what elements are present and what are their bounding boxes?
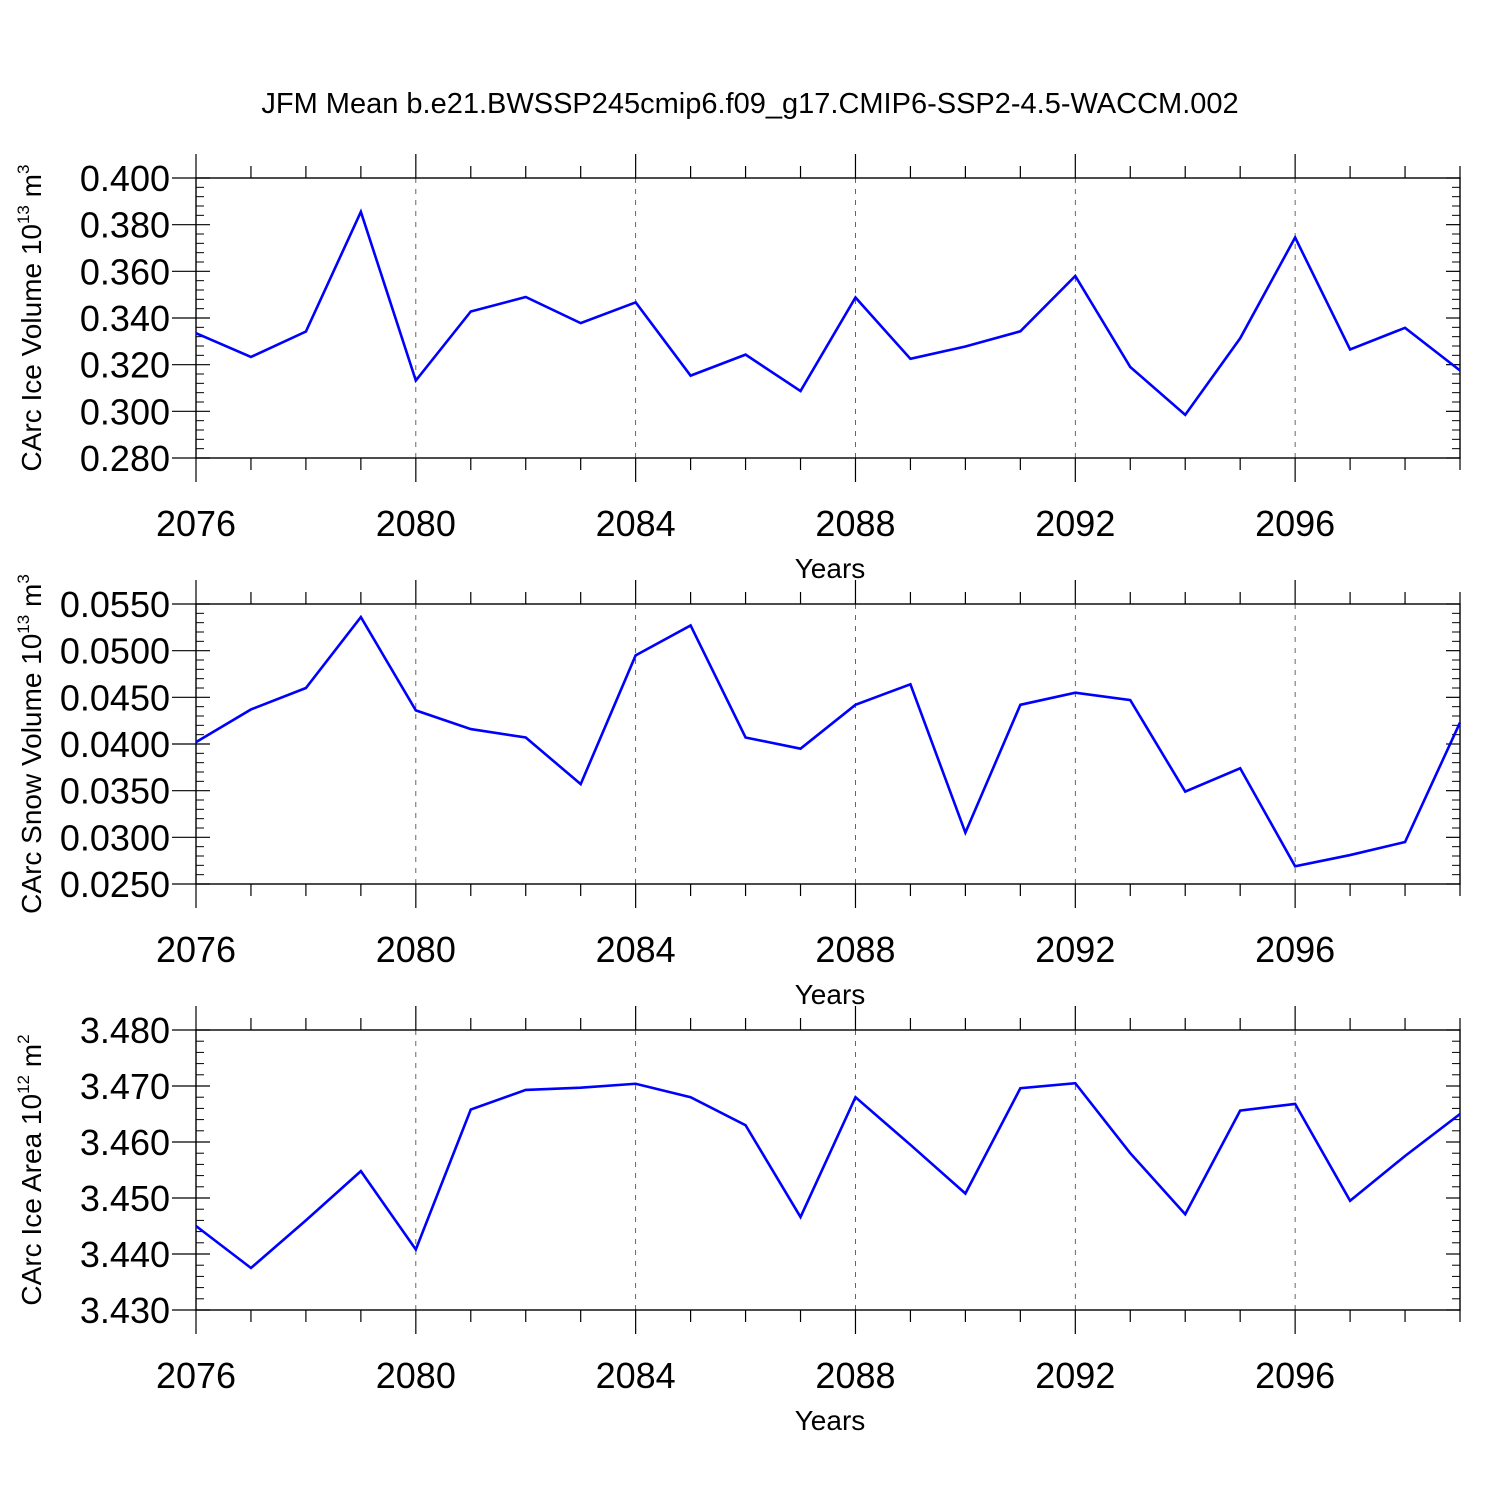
- y-tick-label: 3.480: [80, 1010, 170, 1051]
- chart-title: JFM Mean b.e21.BWSSP245cmip6.f09_g17.CMI…: [261, 88, 1238, 120]
- y-axis-title-unit-exp: 3: [14, 574, 33, 583]
- y-axis-title: CArc Snow Volume 1013 m3: [14, 574, 47, 914]
- y-tick-label: 0.280: [80, 438, 170, 479]
- y-tick-label: 0.0300: [60, 817, 170, 858]
- y-tick-label: 3.430: [80, 1290, 170, 1331]
- y-tick-label: 0.0400: [60, 724, 170, 765]
- x-tick-label: 2084: [596, 929, 676, 970]
- x-tick-label: 2096: [1255, 503, 1335, 544]
- x-tick-label: 2092: [1035, 503, 1115, 544]
- x-tick-label: 2076: [156, 1355, 236, 1396]
- y-axis-title-unit: m: [16, 584, 47, 615]
- y-axis-title-main: CArc Ice Area 10: [16, 1094, 47, 1306]
- y-tick-label: 0.0350: [60, 771, 170, 812]
- y-axis-title-main: CArc Snow Volume 10: [16, 634, 47, 914]
- x-axis-title: Years: [795, 553, 866, 584]
- panel-3: 3.430 3.440 3.450 3.460 3.470 3.480 2076 2080 20…: [14, 1006, 1461, 1436]
- y-tick-label: 0.300: [80, 391, 170, 432]
- x-tick-label: 2080: [376, 503, 456, 544]
- y-tick-label: 0.340: [80, 298, 170, 339]
- x-axis-title: Years: [795, 979, 866, 1010]
- x-tick-label: 2080: [376, 929, 456, 970]
- plot-frame: [195, 177, 1461, 459]
- y-tick-label: 3.470: [80, 1066, 170, 1107]
- y-tick-label: 0.320: [80, 345, 170, 386]
- x-tick-label: 2096: [1255, 929, 1335, 970]
- y-axis-title: CArc Ice Volume 1013 m3: [14, 165, 47, 472]
- series-line: [195, 208, 1461, 417]
- x-tick-label: 2092: [1035, 929, 1115, 970]
- y-axis-title-unit-exp: 3: [14, 165, 33, 174]
- x-tick-label: 2092: [1035, 1355, 1115, 1396]
- y-axis-title-main: CArc Ice Volume 10: [16, 224, 47, 471]
- y-axis-title-exp: 13: [14, 205, 33, 224]
- x-axis-title: Years: [795, 1405, 866, 1436]
- y-tick-label: 0.0450: [60, 677, 170, 718]
- y-axis-title-unit: m: [16, 1044, 47, 1075]
- y-tick-label: 3.460: [80, 1122, 170, 1163]
- y-tick-label: 0.0500: [60, 631, 170, 672]
- panel-1: 0.280 0.300 0.320 0.340 0.360 0.380 0.400 2076 2…: [14, 154, 1461, 584]
- x-tick-label: 2084: [596, 1355, 676, 1396]
- x-tick-label: 2080: [376, 1355, 456, 1396]
- series-line: [195, 614, 1462, 868]
- y-tick-label: 3.440: [80, 1234, 170, 1275]
- series-line: [195, 1081, 1461, 1270]
- y-axis-title-unit-exp: 2: [14, 1034, 33, 1043]
- y-tick-label: 0.380: [80, 205, 170, 246]
- y-tick-label: 0.400: [80, 158, 170, 199]
- y-axis-title-exp: 13: [14, 615, 33, 634]
- x-tick-label: 2076: [156, 503, 236, 544]
- y-tick-label: 0.0550: [60, 584, 170, 625]
- x-tick-label: 2096: [1255, 1355, 1335, 1396]
- y-tick-label: 3.450: [80, 1178, 170, 1219]
- plot-frame: [195, 1029, 1461, 1311]
- x-tick-label: 2088: [815, 929, 895, 970]
- y-tick-label: 0.0250: [60, 864, 170, 905]
- x-tick-label: 2088: [815, 503, 895, 544]
- y-axis-title-unit: m: [16, 174, 47, 205]
- y-axis-title: CArc Ice Area 1012 m2: [14, 1034, 47, 1305]
- panels: 0.280 0.300 0.320 0.340 0.360 0.380 0.400 2076 2…: [14, 154, 1462, 1436]
- x-tick-label: 2076: [156, 929, 236, 970]
- y-tick-label: 0.360: [80, 251, 170, 292]
- panel-2: 0.0250 0.0300 0.0350 0.0400 0.0450 0.0500 0.05…: [14, 574, 1462, 1010]
- plot-frame: [195, 603, 1461, 885]
- x-tick-label: 2088: [815, 1355, 895, 1396]
- x-tick-label: 2084: [596, 503, 676, 544]
- y-axis-title-exp: 12: [14, 1075, 33, 1094]
